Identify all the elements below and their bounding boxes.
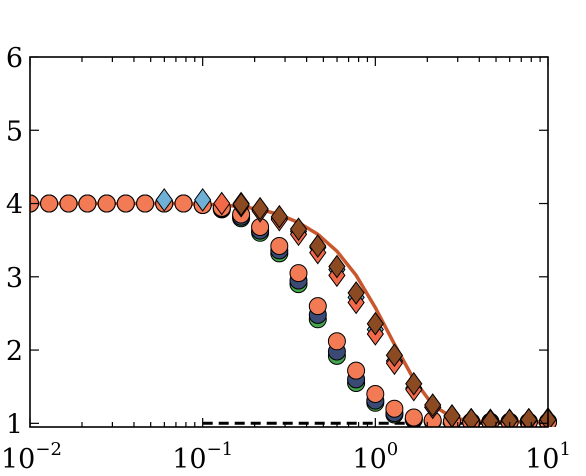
data-point	[385, 399, 404, 418]
data-point	[309, 234, 327, 258]
data-point	[327, 332, 346, 351]
data-point	[347, 281, 365, 305]
data-point	[328, 254, 346, 279]
curves-layer	[30, 201, 548, 425]
y-tick-label: 4	[6, 190, 23, 221]
data-point	[500, 408, 519, 427]
data-point	[481, 409, 500, 427]
data-point	[59, 194, 78, 213]
series-2	[30, 194, 557, 427]
data-point	[385, 343, 404, 368]
x-tick-label: 10−1	[172, 439, 233, 475]
data-point	[174, 194, 193, 213]
data-point	[462, 407, 480, 427]
y-tick-label: 5	[6, 116, 23, 147]
data-point	[232, 192, 250, 217]
plot-frame	[29, 56, 549, 428]
marks-layer	[30, 188, 557, 427]
data-point	[366, 385, 385, 403]
data-point	[136, 194, 155, 213]
data-point	[404, 408, 423, 427]
data-point	[251, 196, 269, 221]
data-point	[366, 311, 384, 336]
y-tick-label: 3	[6, 263, 23, 294]
data-point	[308, 297, 327, 316]
data-point	[405, 371, 423, 396]
y-tick-label: 2	[6, 336, 23, 367]
x-tick-label: 10−2	[1, 439, 62, 475]
data-point	[520, 407, 538, 427]
fit-curve-0	[30, 201, 548, 424]
data-point	[443, 404, 461, 427]
data-point	[40, 194, 59, 213]
data-point	[347, 361, 366, 380]
data-point	[424, 393, 442, 417]
data-point	[270, 204, 288, 229]
data-point	[270, 237, 289, 255]
data-point	[78, 194, 97, 213]
ticks-layer	[29, 56, 549, 427]
data-point	[289, 264, 308, 283]
data-point	[289, 217, 308, 242]
data-point	[97, 194, 116, 213]
data-point	[194, 188, 212, 212]
x-tick-label: 100	[352, 439, 398, 475]
data-point	[155, 188, 173, 212]
y-tick-label: 6	[6, 43, 23, 74]
series-5	[232, 192, 557, 427]
data-point	[213, 191, 231, 216]
tick-labels-layer: 1 2 3 4 5 6 10−2 10−1 100 101	[1, 43, 571, 475]
x-tick-label: 101	[525, 439, 571, 475]
series-0	[30, 194, 557, 427]
data-point	[116, 194, 135, 213]
y-tick-label: 1	[6, 409, 23, 440]
series-1	[30, 194, 557, 427]
